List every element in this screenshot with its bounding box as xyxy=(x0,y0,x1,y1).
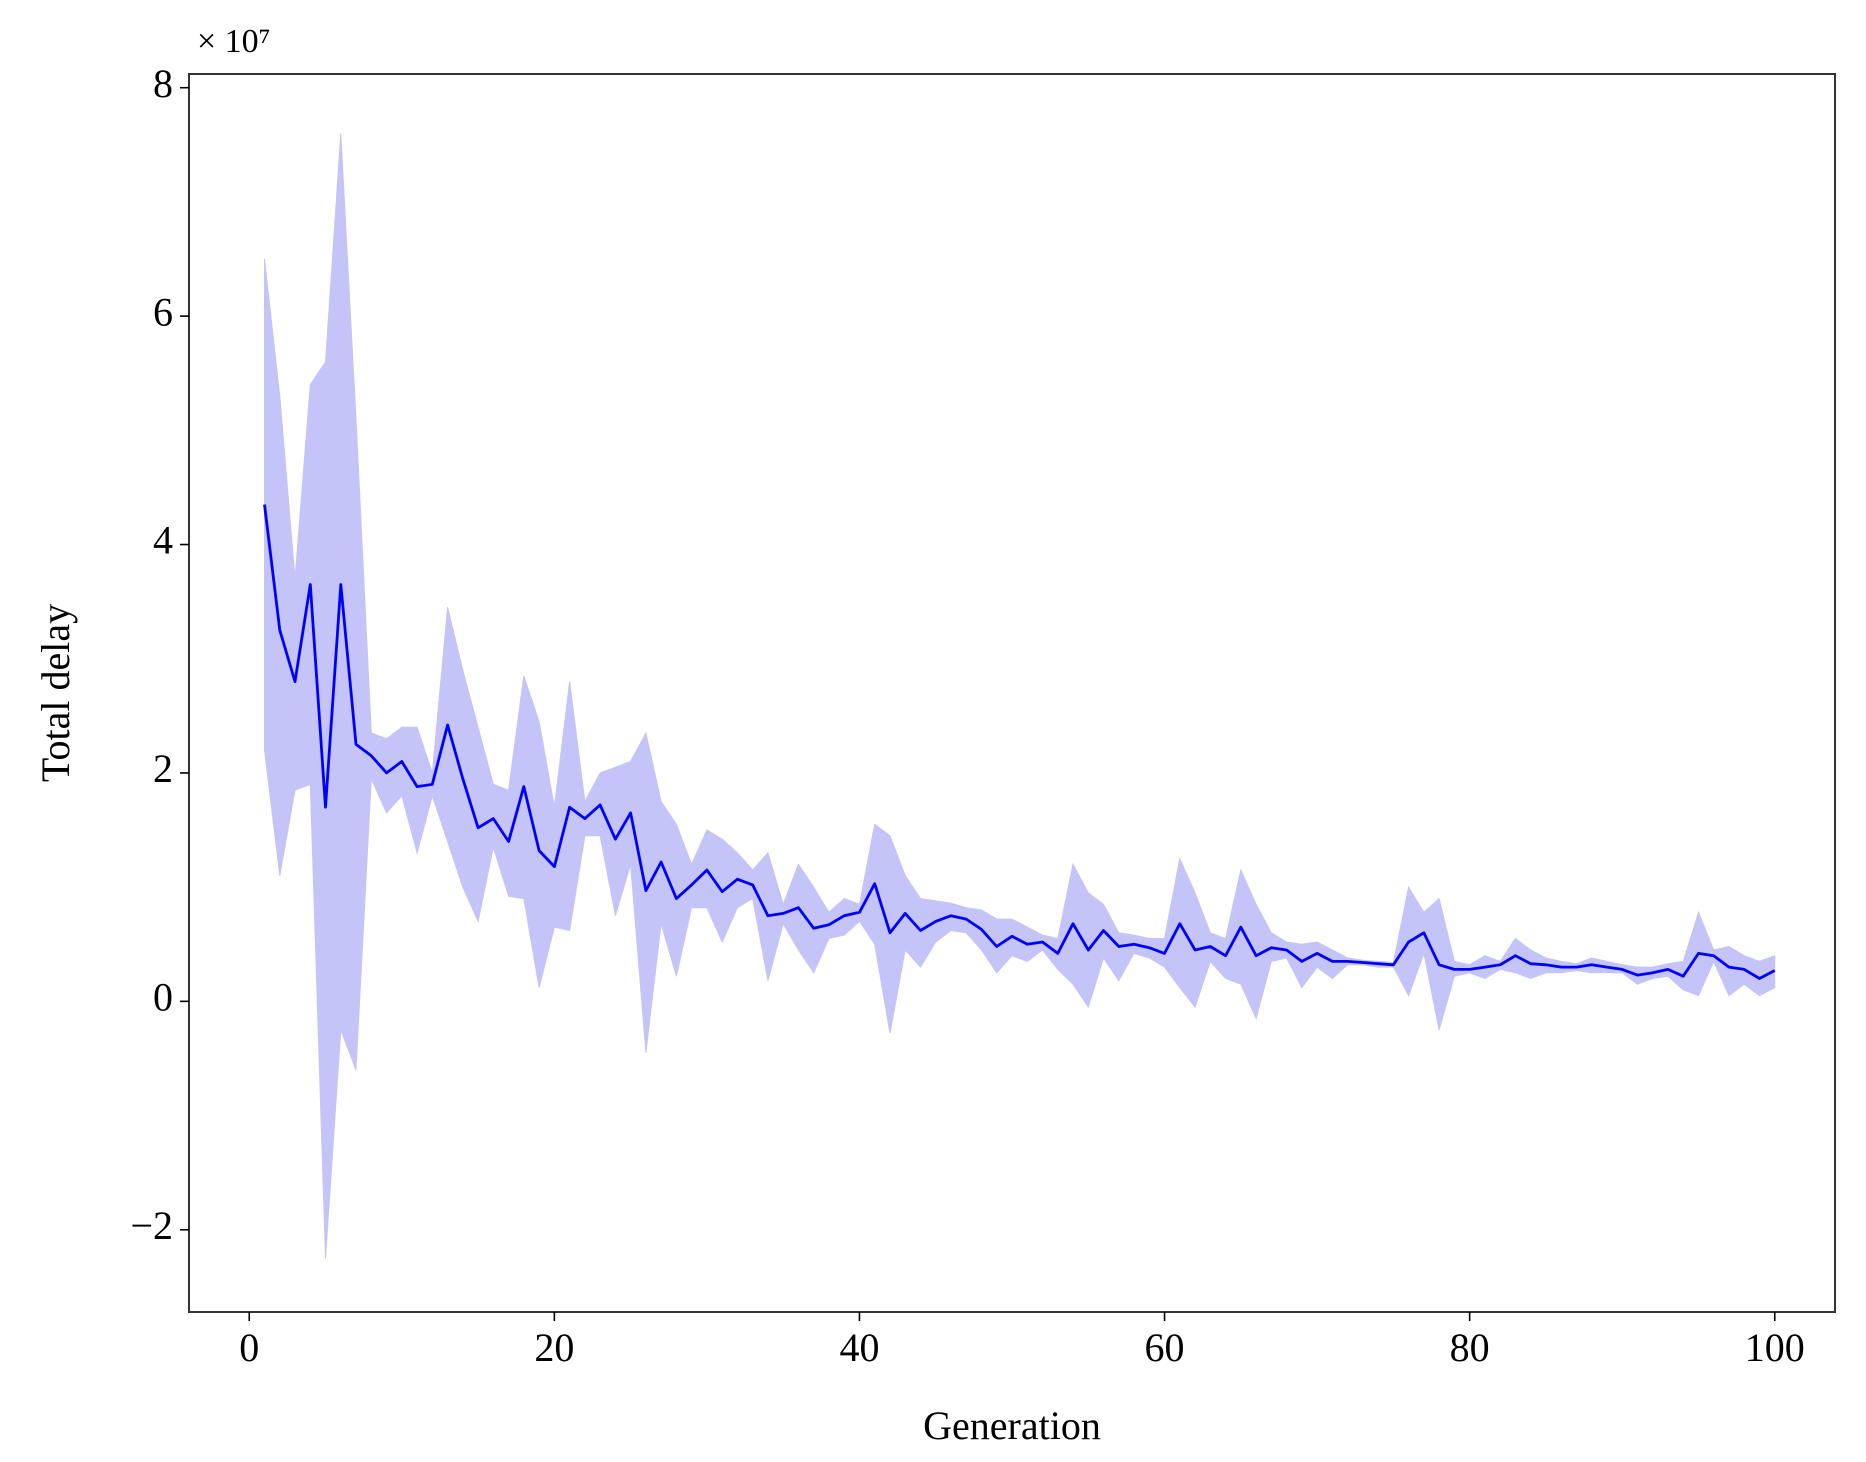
y-offset-label: × 10⁷ xyxy=(197,23,271,60)
y-tick-label: 0 xyxy=(153,975,173,1020)
x-tick-label: 80 xyxy=(1450,1325,1490,1370)
x-tick-label: 0 xyxy=(239,1325,259,1370)
x-axis-label: Generation xyxy=(923,1403,1101,1448)
y-tick-label: −2 xyxy=(130,1203,173,1248)
x-tick-label: 60 xyxy=(1145,1325,1185,1370)
mean-line xyxy=(263,504,1776,980)
y-tick-label: 6 xyxy=(153,289,173,334)
x-tick-label: 40 xyxy=(839,1325,879,1370)
x-tick-label: 20 xyxy=(534,1325,574,1370)
y-tick-label: 8 xyxy=(153,61,173,106)
y-tick-label: 4 xyxy=(153,518,173,563)
y-axis-label: Total delay xyxy=(33,604,78,782)
x-tick-label: 100 xyxy=(1745,1325,1805,1370)
plot-frame xyxy=(188,73,1836,1313)
y-tick-label: 2 xyxy=(153,746,173,791)
confidence-band xyxy=(264,133,1776,1259)
